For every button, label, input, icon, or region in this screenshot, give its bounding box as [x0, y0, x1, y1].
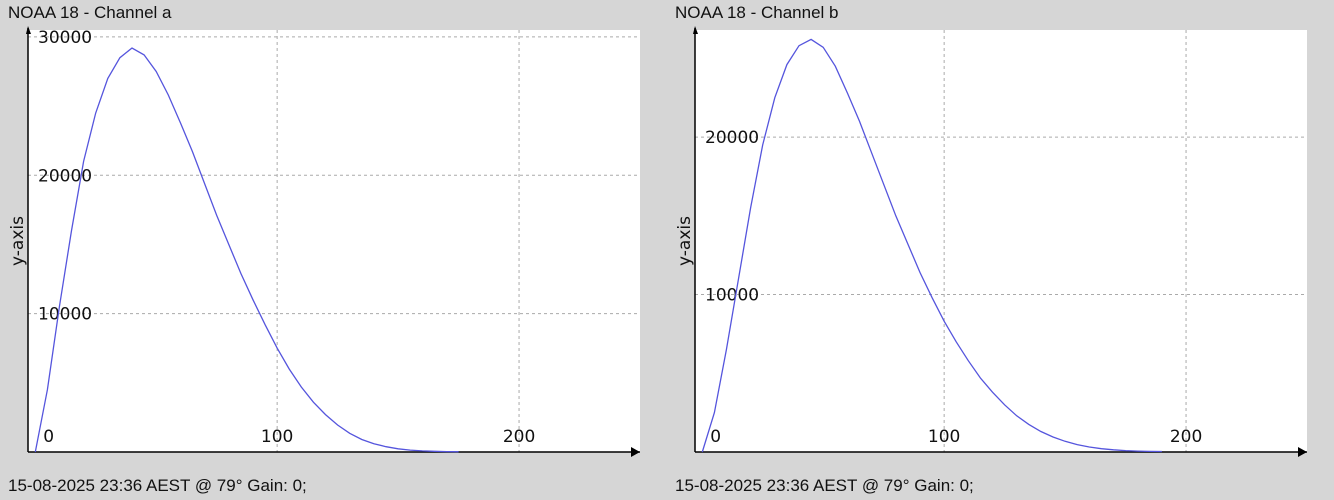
x-tick-label: 0 [710, 427, 721, 447]
y-tick-label: 10000 [38, 305, 92, 325]
x-tick-label: 100 [261, 427, 293, 447]
y-axis-label: y-axis [675, 216, 695, 266]
x-tick-label: 100 [928, 427, 960, 447]
series-line [34, 47, 459, 453]
y-axis-label: y-axis [8, 216, 28, 266]
x-axis-arrow-icon [1298, 447, 1307, 457]
chart-title: NOAA 18 - Channel b [675, 3, 839, 22]
chart-panel-b: NOAA 18 - Channel b 0 100 200 10000 20000 y-a… [667, 0, 1334, 500]
timestamp-footer: 15-08-2025 23:36 AEST @ 79° Gain: 0; [675, 476, 974, 495]
x-tick-label: 0 [43, 427, 54, 447]
chart-title: NOAA 18 - Channel a [8, 3, 172, 22]
plot-area [695, 30, 1307, 452]
series-line [701, 38, 1162, 453]
x-tick-label: 200 [1170, 427, 1202, 447]
plot-area [28, 30, 640, 452]
y-axis-arrow-icon [693, 26, 698, 34]
timestamp-footer: 15-08-2025 23:36 AEST @ 79° Gain: 0; [8, 476, 307, 495]
y-tick-label: 30000 [38, 28, 92, 48]
y-tick-label: 20000 [38, 166, 92, 186]
y-tick-label: 20000 [705, 128, 759, 148]
y-tick-label: 10000 [705, 286, 759, 306]
x-axis-arrow-icon [631, 447, 640, 457]
chart-panel-a: NOAA 18 - Channel a 0 100 200 10000 20000 300… [8, 3, 640, 495]
x-tick-label: 200 [503, 427, 535, 447]
line-chart-a: 0 100 200 10000 20000 30000 y-axis [8, 26, 640, 457]
line-chart-b: 0 100 200 10000 20000 y-axis [675, 26, 1307, 457]
y-axis-arrow-icon [26, 26, 31, 34]
